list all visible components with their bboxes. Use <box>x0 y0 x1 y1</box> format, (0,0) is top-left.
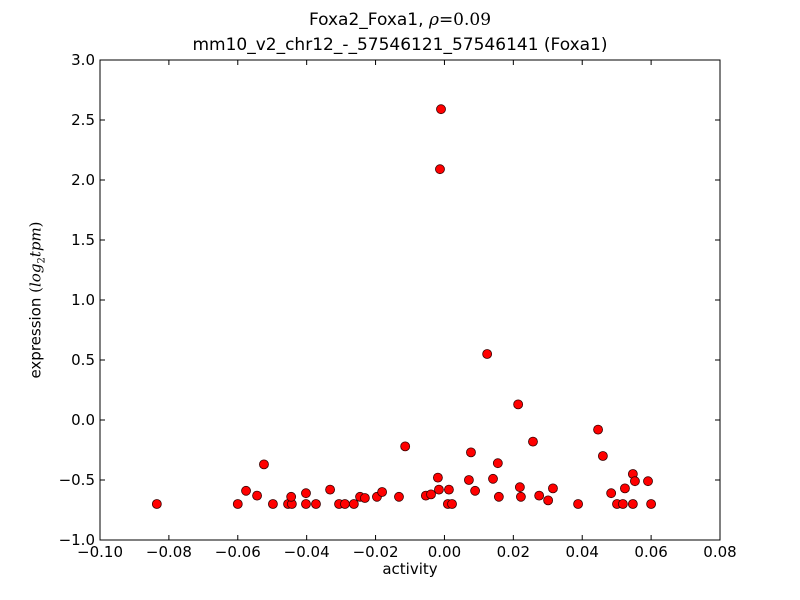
y-tick-label: 0.0 <box>71 411 95 429</box>
data-point <box>463 475 474 485</box>
data-point <box>617 499 628 509</box>
data-point <box>482 349 493 359</box>
x-tick-label: 0.08 <box>703 543 736 561</box>
tpm-text: tpm <box>26 227 45 258</box>
data-point <box>259 459 269 470</box>
x-tick-label: −0.10 <box>77 543 123 561</box>
y-axis-label: expression (log2tpm) <box>27 221 48 378</box>
data-point <box>301 499 311 509</box>
data-point <box>286 491 297 502</box>
data-point <box>543 495 554 506</box>
data-point <box>432 472 443 483</box>
data-point <box>339 499 350 509</box>
x-axis-ticks: −0.10 −0.08 −0.06 −0.04 −0.02 0.00 0.02 0.04 0.0… <box>77 60 737 561</box>
x-tick-label: −0.08 <box>146 543 192 561</box>
x-tick-label: 0.02 <box>497 543 530 561</box>
chart-title-text: Foxa2_Foxa1, <box>308 10 429 30</box>
data-point <box>488 473 498 484</box>
data-point <box>516 491 526 502</box>
data-point <box>528 436 538 447</box>
data-point <box>593 424 603 435</box>
y-tick-label: 2.5 <box>71 111 95 129</box>
data-point <box>646 499 657 509</box>
x-tick-label: 0.04 <box>566 543 599 561</box>
x-tick-label: 0.00 <box>428 543 461 561</box>
data-point <box>627 499 638 509</box>
data-point <box>359 493 370 503</box>
data-point <box>434 484 444 495</box>
y-tick-label: 3.0 <box>71 51 95 69</box>
data-point <box>548 483 558 494</box>
data-point <box>377 487 388 497</box>
data-point <box>444 484 454 495</box>
data-point <box>534 490 545 501</box>
data-point <box>620 483 630 494</box>
rho-symbol: ρ <box>428 10 439 30</box>
data-point <box>630 476 640 487</box>
data-point <box>426 489 436 500</box>
data-point <box>394 491 404 502</box>
data-point <box>447 499 457 509</box>
y-tick-label: 1.5 <box>71 231 95 249</box>
data-point <box>325 484 335 495</box>
data-point <box>466 447 476 458</box>
y-tick-label: −1.0 <box>59 531 95 549</box>
data-point <box>606 488 617 499</box>
data-point <box>348 499 359 509</box>
chart-subtitle: mm10_v2_chr12_-_57546121_57546141 (Foxa1… <box>192 35 608 55</box>
log-text: log <box>26 263 45 287</box>
data-point <box>435 164 445 175</box>
data-point <box>513 399 524 410</box>
data-point <box>436 104 446 115</box>
x-tick-label: −0.02 <box>353 543 399 561</box>
y-tick-label: 1.0 <box>71 291 95 309</box>
y-axis-ticks: −1.0 −0.5 0.0 0.5 1.0 1.5 2.0 2.5 3.0 <box>59 51 720 549</box>
x-tick-label: −0.04 <box>284 543 330 561</box>
scatter-points <box>151 104 657 509</box>
data-point <box>232 499 243 509</box>
y-axis-label-math: (log2tpm) <box>26 221 48 293</box>
data-point <box>241 485 251 496</box>
y-tick-label: 0.5 <box>71 351 95 369</box>
x-axis-label: activity <box>382 560 438 578</box>
data-point <box>597 451 608 461</box>
data-point <box>514 482 525 493</box>
data-point <box>301 488 311 499</box>
data-point <box>268 499 278 509</box>
data-point <box>400 441 411 452</box>
y-axis-label-text: expression <box>26 292 45 379</box>
data-point <box>492 458 503 469</box>
x-tick-label: 0.06 <box>634 543 667 561</box>
y-tick-label: 2.0 <box>71 171 95 189</box>
data-point <box>151 499 162 509</box>
paren-open: ( <box>26 286 45 293</box>
log-subscript: 2 <box>36 257 48 264</box>
data-point <box>573 499 583 509</box>
data-point <box>470 485 481 496</box>
axes-frame <box>99 59 721 541</box>
y-tick-label: −0.5 <box>59 471 95 489</box>
x-tick-label: −0.06 <box>215 543 261 561</box>
data-point <box>252 490 262 501</box>
paren-close: ) <box>26 221 45 228</box>
data-point <box>311 499 321 509</box>
data-point <box>643 476 653 487</box>
data-point <box>493 491 504 502</box>
chart-title: Foxa2_Foxa1, ρ=0.09 <box>0 10 800 30</box>
rho-value: =0.09 <box>438 10 492 30</box>
